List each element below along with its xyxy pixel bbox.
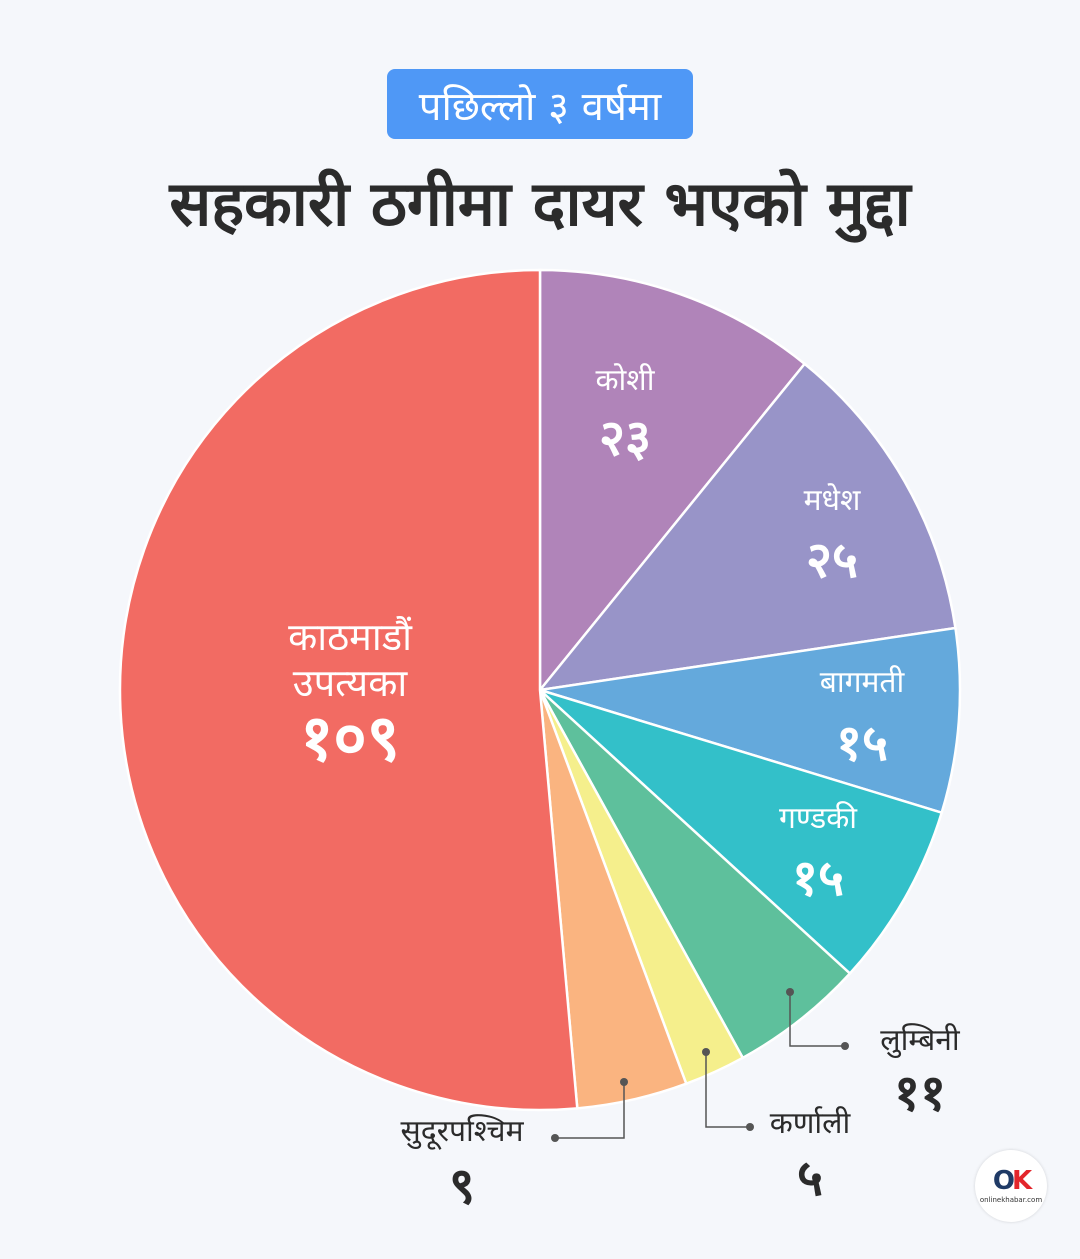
slice-label-7: सुदूरपश्चिम [400, 1114, 524, 1150]
slice-label-8-1: काठमाडौं [288, 615, 413, 659]
pie-slice-5 [538, 689, 852, 1060]
pie-slice-3 [539, 626, 962, 815]
slice-label-5: लुम्बिनी [880, 1023, 961, 1059]
subtitle-badge: पछिल्लो ३ वर्षमा [387, 69, 693, 139]
leader-dot-6-1 [702, 1048, 710, 1056]
leader-dot-7-2 [551, 1134, 559, 1142]
leader-dot-6-2 [746, 1123, 754, 1131]
slice-label-6: कर्णाली [770, 1106, 852, 1141]
onlinekhabar-logo: OK onlinekhabar.com [975, 1150, 1047, 1222]
slice-value-3: १५ [836, 714, 888, 772]
slice-value-8: १०९ [300, 702, 400, 776]
slice-value-6: ५ [797, 1149, 823, 1207]
pie-slice-8 [118, 268, 579, 1112]
pie-slice-4 [539, 688, 944, 976]
pie-slice-1 [538, 268, 807, 694]
leader-dot-5-2 [841, 1042, 849, 1050]
chart-title: सहकारी ठगीमा दायर भएको मुद्दा [169, 167, 911, 240]
leader-line-6 [705, 1052, 750, 1128]
slice-label-4: गण्डकी [779, 801, 858, 836]
slice-label-1: कोशी [596, 363, 656, 398]
leader-line-5 [789, 992, 845, 1047]
slice-value-5: ११ [894, 1064, 946, 1122]
slice-value-2: २५ [806, 531, 858, 589]
slice-label-2: मधेश [804, 483, 861, 518]
slice-value-1: २३ [599, 409, 651, 467]
leader-dot-7-1 [620, 1078, 628, 1086]
slice-label-8-2: उपत्यका [293, 661, 409, 705]
leader-dot-5-1 [786, 988, 794, 996]
pie-slice-2 [537, 362, 957, 692]
leader-line-7 [555, 1082, 625, 1139]
slice-value-7: ९ [449, 1157, 475, 1215]
slice-value-4: १५ [792, 849, 844, 907]
slice-label-3: बागमती [820, 665, 906, 700]
